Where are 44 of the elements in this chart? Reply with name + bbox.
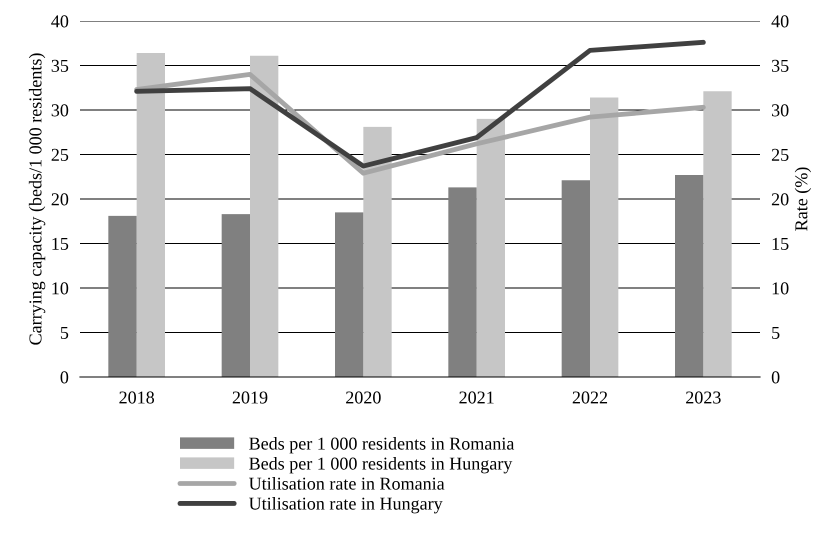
bar xyxy=(703,91,732,377)
y2-tick-label: 5 xyxy=(772,326,780,339)
y-tick-label: 30 xyxy=(52,104,68,116)
y-tick-label: 0 xyxy=(60,371,68,384)
legend-label: Beds per 1 000 residents in Romania xyxy=(249,437,514,454)
line-series xyxy=(134,72,706,176)
y2-tick-label: 25 xyxy=(772,148,788,161)
bar xyxy=(108,216,137,377)
x-tick-label: 2019 xyxy=(232,391,268,404)
y-tick-label: 35 xyxy=(52,60,68,72)
bar xyxy=(250,56,278,377)
x-tick-label: 2021 xyxy=(459,391,494,404)
y2-tick-label: 0 xyxy=(772,371,780,384)
x-tick-label: 2020 xyxy=(346,391,381,404)
bar xyxy=(562,180,590,377)
y-tick-label: 25 xyxy=(52,148,68,161)
y2-tick-label: 40 xyxy=(771,15,788,28)
y-tick-label: 10 xyxy=(52,282,68,294)
y-axis-title: Carrying capacity (beds/1 000 residents) xyxy=(28,53,46,345)
y-tick-label: 5 xyxy=(60,326,68,339)
x-tick-label: 2018 xyxy=(119,391,154,404)
bar xyxy=(222,214,250,377)
legend-label: Utilisation rate in Hungary xyxy=(248,497,443,514)
y-tick-label: 15 xyxy=(52,238,68,250)
bar xyxy=(675,174,704,377)
bar xyxy=(363,126,392,377)
line-series xyxy=(134,40,706,168)
bar xyxy=(448,187,477,377)
y2-tick-label: 15 xyxy=(772,238,788,250)
y-tick-label: 40 xyxy=(51,15,68,28)
x-tick-label: 2023 xyxy=(686,391,721,404)
x-tick-label: 2022 xyxy=(572,391,608,404)
y2-tick-label: 35 xyxy=(772,60,788,72)
y-tick-label: 20 xyxy=(52,193,68,206)
bar xyxy=(590,98,618,377)
y2-tick-label: 20 xyxy=(772,193,788,206)
y2-tick-label: 30 xyxy=(772,104,788,116)
legend-label: Utilisation rate in Romania xyxy=(248,477,444,490)
bar xyxy=(335,212,364,377)
bar xyxy=(476,118,505,377)
legend-label: Beds per 1 000 residents in Hungary xyxy=(249,456,512,474)
y2-tick-label: 10 xyxy=(772,282,788,294)
y2-axis-title: Rate (%) xyxy=(794,167,812,231)
bar xyxy=(136,53,165,377)
